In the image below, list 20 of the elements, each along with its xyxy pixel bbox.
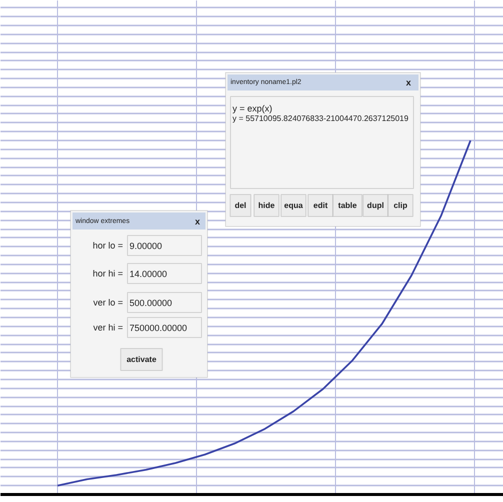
annotation: x — [194, 216, 200, 226]
annotation: hide — [258, 201, 276, 210]
text: y = 55710095.824076833-21004470.2637125019 — [232, 114, 409, 123]
annotation: del — [234, 201, 246, 210]
annotation: 9.00000 — [130, 241, 162, 251]
annotation: 750000.00000 — [130, 323, 188, 333]
annotation: equa — [284, 201, 304, 210]
annotation: ver lo = — [93, 298, 123, 308]
annotation: ver hi = — [93, 322, 123, 332]
text: x — [406, 78, 412, 88]
annotation: hor hi = — [92, 268, 124, 278]
annotation: dupl — [367, 201, 384, 210]
annotation: hor lo = — [92, 240, 124, 250]
annotation: table — [338, 201, 358, 210]
annotation: edit — [313, 201, 328, 210]
text: y = exp(x) — [232, 104, 272, 114]
annotation: 14.00000 — [130, 269, 168, 279]
annotation: clip — [394, 201, 408, 210]
annotation: 500.00000 — [130, 298, 172, 308]
annotation: activate — [126, 355, 157, 364]
